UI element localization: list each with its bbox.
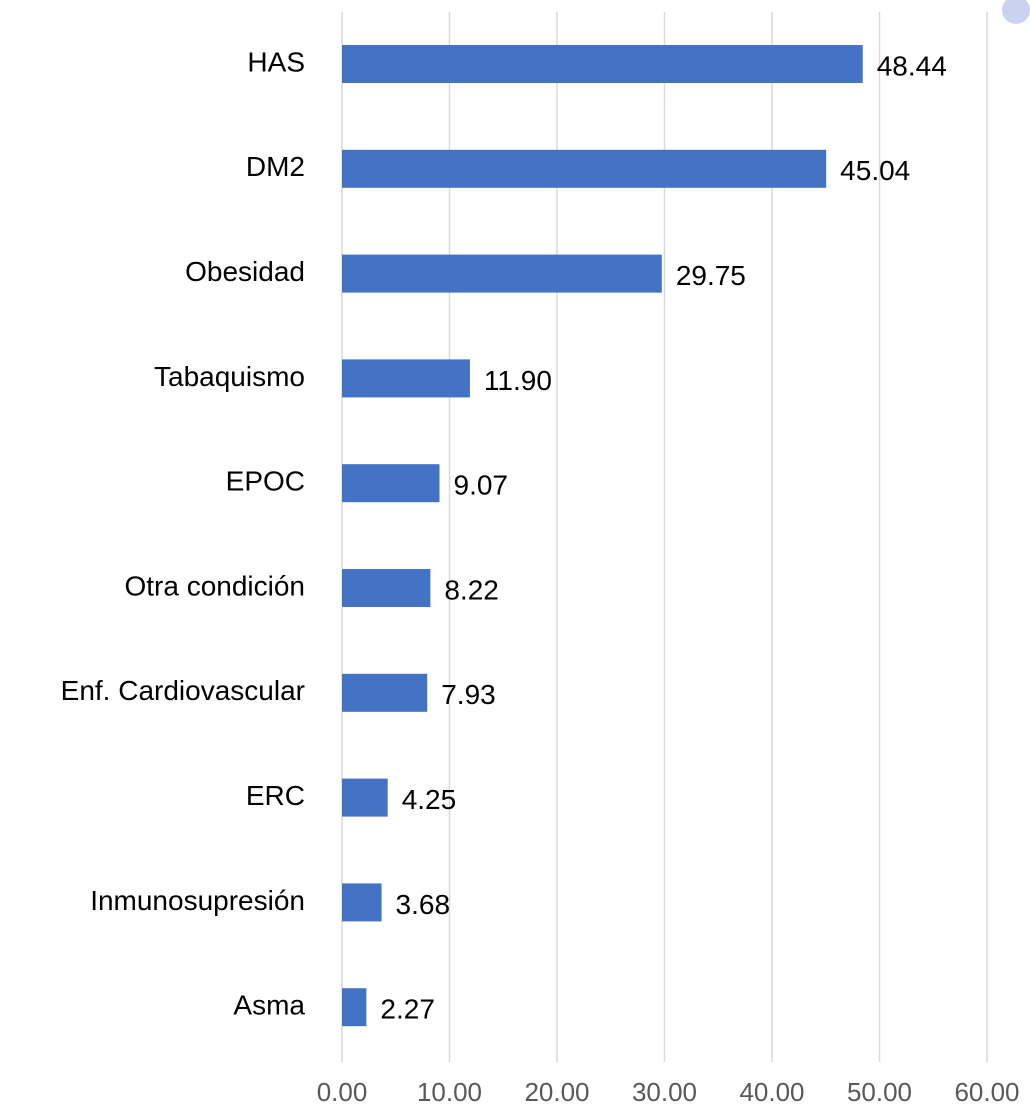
y-tick-label: Inmunosupresión — [90, 885, 305, 916]
y-tick-label: EPOC — [226, 466, 305, 497]
data-label: 45.04 — [840, 155, 910, 186]
x-tick-label: 10.00 — [417, 1077, 482, 1107]
data-label: 9.07 — [454, 470, 509, 501]
y-tick-label: ERC — [246, 780, 305, 811]
bar — [342, 464, 440, 503]
x-tick-label: 0.00 — [317, 1077, 368, 1107]
y-tick-label: HAS — [247, 46, 305, 77]
data-label: 3.68 — [396, 889, 451, 920]
data-label: 11.90 — [484, 365, 552, 396]
bar — [342, 254, 662, 293]
bar — [342, 45, 863, 83]
data-label: 48.44 — [877, 50, 947, 81]
y-tick-label: Otra condición — [124, 570, 305, 601]
decoration — [1002, 0, 1030, 24]
y-tick-label: DM2 — [246, 151, 305, 182]
x-tick-label: 50.00 — [847, 1077, 912, 1107]
data-label: 4.25 — [402, 784, 457, 815]
x-tick-label: 30.00 — [632, 1077, 697, 1107]
bar — [342, 149, 827, 188]
data-label: 7.93 — [441, 679, 496, 710]
data-label: 8.22 — [444, 574, 499, 605]
y-tick-label: Asma — [233, 990, 305, 1021]
y-tick-label: Obesidad — [185, 256, 305, 287]
bar — [342, 673, 428, 712]
data-label: 29.75 — [676, 260, 746, 291]
x-tick-label: 20.00 — [524, 1077, 589, 1107]
x-tick-label: 60.00 — [954, 1077, 1019, 1107]
data-label: 2.27 — [380, 994, 435, 1025]
bar — [342, 569, 431, 607]
y-tick-label: Enf. Cardiovascular — [61, 675, 305, 706]
y-tick-label: Tabaquismo — [154, 361, 305, 392]
bar — [342, 988, 367, 1027]
bar — [342, 359, 470, 398]
bar — [342, 778, 388, 817]
x-tick-label: 40.00 — [739, 1077, 804, 1107]
bar — [342, 883, 382, 922]
